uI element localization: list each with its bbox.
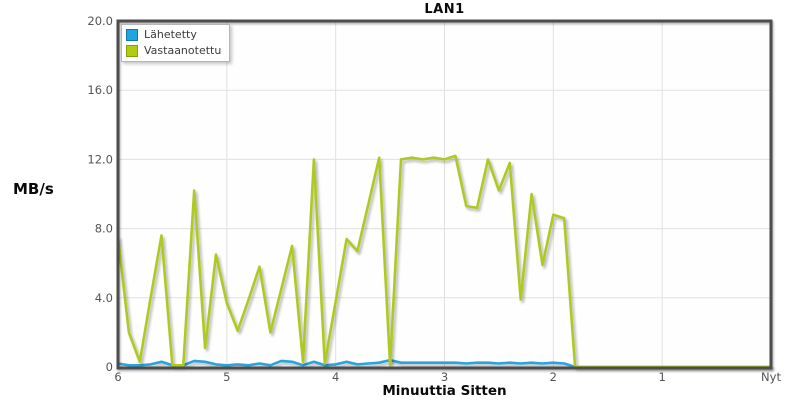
legend-label-received: Vastaanotettu [144, 44, 222, 57]
received-series-swatch-icon [126, 45, 138, 57]
y-tick-label: 0 [106, 360, 113, 374]
y-tick-label: 12.0 [87, 152, 113, 166]
x-tick-label: 2 [550, 370, 557, 384]
y-tick-label: 16.0 [87, 83, 113, 97]
x-tick-label: 4 [332, 370, 339, 384]
x-tick-label: 3 [441, 370, 448, 384]
x-tick-label: Nyt [761, 370, 781, 384]
x-tick-label: 1 [659, 370, 666, 384]
legend: Lähetetty Vastaanotettu [121, 24, 231, 62]
sent-series-swatch-icon [126, 29, 138, 41]
y-tick-label: 4.0 [95, 291, 113, 305]
legend-label-sent: Lähetetty [144, 28, 197, 41]
x-axis-title: Minuuttia Sitten [382, 383, 507, 399]
y-axis-unit-label: MB/s [13, 180, 54, 198]
plot-border [116, 19, 773, 370]
legend-item-received: Vastaanotettu [126, 44, 221, 58]
x-tick-label: 6 [114, 370, 121, 384]
x-tick-label: 5 [223, 370, 230, 384]
legend-item-sent: Lähetetty [126, 28, 221, 42]
y-tick-label: 8.0 [95, 222, 113, 236]
chart-title: LAN1 [424, 2, 465, 17]
y-tick-label: 20.0 [87, 14, 113, 28]
